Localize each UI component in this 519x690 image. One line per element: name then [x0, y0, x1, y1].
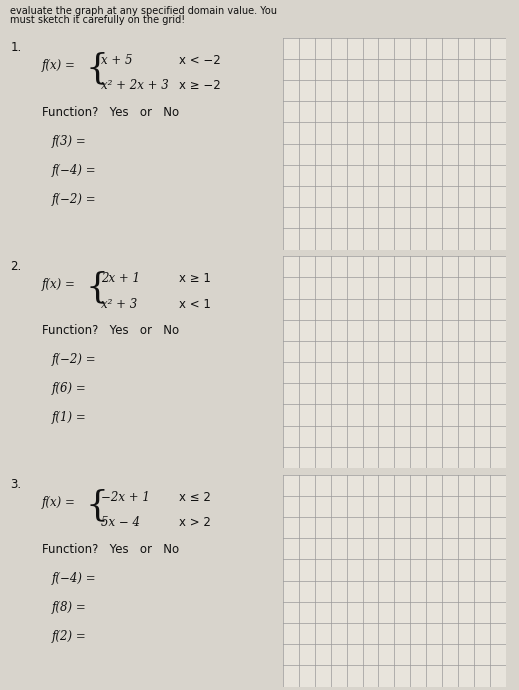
Text: f(6) =: f(6) = — [52, 382, 87, 395]
Text: f(x) =: f(x) = — [42, 59, 75, 72]
Text: f(−4) =: f(−4) = — [52, 164, 97, 177]
Text: x ≥ −2: x ≥ −2 — [179, 79, 221, 92]
Text: f(x) =: f(x) = — [42, 277, 75, 290]
Text: {: { — [86, 270, 108, 304]
Text: x ≥ 1: x ≥ 1 — [179, 273, 211, 286]
Text: 5x − 4: 5x − 4 — [101, 516, 140, 529]
Text: x² + 3: x² + 3 — [101, 298, 138, 311]
Text: f(x) =: f(x) = — [42, 496, 75, 509]
Text: x + 5: x + 5 — [101, 54, 133, 67]
Text: f(8) =: f(8) = — [52, 600, 87, 613]
Text: Function?   Yes   or   No: Function? Yes or No — [42, 324, 179, 337]
Text: f(2) =: f(2) = — [52, 629, 87, 642]
Text: Function?   Yes   or   No: Function? Yes or No — [42, 106, 179, 119]
Text: 2x + 1: 2x + 1 — [101, 273, 140, 286]
Text: x > 2: x > 2 — [179, 516, 211, 529]
Text: {: { — [86, 52, 108, 86]
Text: −2x + 1: −2x + 1 — [101, 491, 150, 504]
Text: x < 1: x < 1 — [179, 298, 211, 311]
Text: f(−2) =: f(−2) = — [52, 353, 97, 366]
Text: f(1) =: f(1) = — [52, 411, 87, 424]
Text: f(−4) =: f(−4) = — [52, 571, 97, 584]
Text: evaluate the graph at any specified domain value. You: evaluate the graph at any specified doma… — [10, 6, 277, 15]
Text: 1.: 1. — [10, 41, 22, 55]
Text: f(−2) =: f(−2) = — [52, 193, 97, 206]
Text: 3.: 3. — [10, 478, 21, 491]
Text: 2.: 2. — [10, 260, 22, 273]
Text: f(3) =: f(3) = — [52, 135, 87, 148]
Text: x² + 2x + 3: x² + 2x + 3 — [101, 79, 169, 92]
Text: Function?   Yes   or   No: Function? Yes or No — [42, 542, 179, 555]
Text: x ≤ 2: x ≤ 2 — [179, 491, 211, 504]
Text: {: { — [86, 489, 108, 523]
Text: must sketch it carefully on the grid!: must sketch it carefully on the grid! — [10, 15, 185, 25]
Text: x < −2: x < −2 — [179, 54, 221, 67]
